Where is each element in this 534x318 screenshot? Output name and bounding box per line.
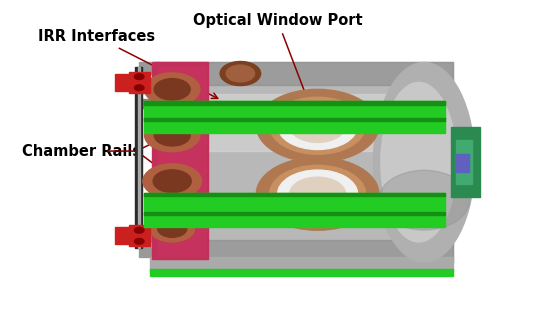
Circle shape — [270, 165, 366, 222]
Bar — [155, 94, 453, 151]
Circle shape — [135, 85, 144, 91]
Bar — [139, 232, 161, 241]
Circle shape — [145, 119, 200, 152]
Circle shape — [145, 73, 200, 106]
Bar — [136, 67, 142, 248]
Bar — [139, 81, 161, 89]
Text: IRR Interfaces: IRR Interfaces — [38, 29, 218, 98]
Circle shape — [270, 97, 366, 154]
Bar — [145, 101, 445, 120]
Bar — [129, 225, 150, 246]
Bar — [456, 140, 472, 184]
Circle shape — [256, 89, 379, 162]
Ellipse shape — [381, 82, 457, 242]
Bar — [139, 99, 161, 108]
Bar — [145, 101, 445, 105]
Circle shape — [154, 79, 190, 100]
Circle shape — [278, 170, 358, 218]
Circle shape — [154, 125, 190, 146]
Bar — [150, 257, 453, 271]
Bar — [139, 62, 161, 73]
Bar — [456, 154, 469, 172]
Circle shape — [256, 157, 379, 230]
Circle shape — [171, 119, 188, 129]
Ellipse shape — [379, 170, 470, 230]
Circle shape — [135, 74, 144, 80]
Bar — [145, 118, 445, 133]
Circle shape — [220, 61, 261, 86]
Bar — [451, 127, 480, 197]
Bar — [155, 62, 453, 262]
Bar — [145, 118, 445, 121]
Text: Optical Window Port: Optical Window Port — [193, 13, 363, 121]
Circle shape — [153, 170, 191, 192]
Bar — [155, 240, 453, 262]
Bar — [145, 193, 445, 196]
Bar — [138, 67, 140, 248]
Circle shape — [135, 238, 144, 244]
Ellipse shape — [373, 62, 475, 262]
Bar — [129, 72, 150, 93]
Bar — [115, 73, 131, 91]
Circle shape — [278, 102, 358, 149]
Bar — [153, 62, 208, 259]
Bar — [145, 193, 445, 211]
Circle shape — [135, 227, 144, 233]
Circle shape — [156, 119, 173, 129]
Circle shape — [158, 220, 187, 237]
Circle shape — [226, 65, 255, 82]
Circle shape — [289, 177, 345, 211]
Text: Chamber Rails: Chamber Rails — [22, 144, 141, 159]
Bar — [155, 62, 453, 85]
Bar — [158, 66, 206, 256]
Circle shape — [150, 215, 194, 242]
Bar — [150, 269, 453, 276]
Circle shape — [143, 164, 201, 198]
Bar — [139, 238, 161, 246]
Bar — [145, 212, 445, 215]
Bar — [115, 227, 131, 245]
Circle shape — [289, 109, 345, 142]
Bar — [139, 246, 161, 257]
Bar — [145, 212, 445, 227]
